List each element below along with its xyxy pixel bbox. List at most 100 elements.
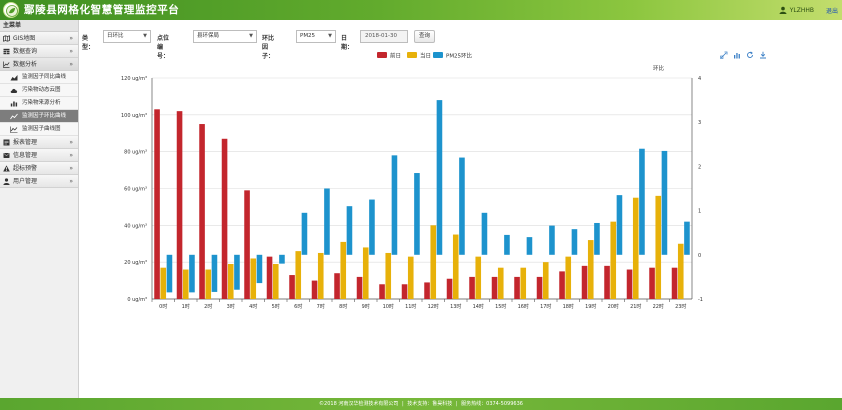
sidebar-item-overlimit-warning[interactable]: 超标预警 » xyxy=(0,162,78,175)
bar-today xyxy=(677,243,684,299)
sidebar-item-gis-map[interactable]: GIS地图 » xyxy=(0,32,78,45)
x-tick-label: 1时 xyxy=(182,303,190,310)
chevron-right-icon: » xyxy=(69,48,73,55)
bar-ratio xyxy=(549,225,555,255)
factor-select[interactable]: PM25 ▼ xyxy=(296,30,336,43)
left-tick-label: 20 ug/m³ xyxy=(124,260,147,266)
subitem-factor-ratio-curve[interactable]: 监测因子环比曲线 xyxy=(0,110,78,123)
bar-ratio xyxy=(481,212,488,255)
legend-label-today: 当日 xyxy=(420,52,431,60)
user-icon xyxy=(3,178,10,185)
bar-today xyxy=(362,247,369,299)
bar-ratio xyxy=(279,254,285,264)
bar-today xyxy=(452,234,459,299)
bar-prev-day xyxy=(446,278,453,299)
legend-swatch-today[interactable] xyxy=(407,52,417,58)
sidebar: 主菜单 GIS地图 » 数据查询 » 数据分析 » 监测因子同比曲线 xyxy=(0,20,79,398)
x-tick-label: 13时 xyxy=(450,303,461,310)
station-select-value: 县环保局 xyxy=(197,33,220,39)
date-input[interactable]: 2018-01-30 xyxy=(360,30,408,43)
bar-ratio xyxy=(301,212,308,255)
sidebar-item-info-management[interactable]: 信息管理 » xyxy=(0,149,78,162)
bar-ratio xyxy=(324,188,330,255)
station-select[interactable]: 县环保局 ▼ xyxy=(193,30,257,43)
type-select[interactable]: 日环比 ▼ xyxy=(103,30,151,43)
bar-prev-day xyxy=(334,273,340,299)
subitem-factor-curve[interactable]: 监测因子曲线图 xyxy=(0,123,78,136)
bar-today xyxy=(497,267,504,299)
warning-icon xyxy=(3,165,10,172)
footer-copyright: ©2018 河南汉华检测技术有限公司 xyxy=(319,401,399,407)
bar-ratio xyxy=(369,199,375,255)
subitem-pollutant-cloud[interactable]: 污染物动态云图 xyxy=(0,84,78,97)
bar-prev-day xyxy=(356,276,363,299)
right-axis-label: 环比 xyxy=(653,64,665,72)
subitem-label: 监测因子环比曲线 xyxy=(22,113,67,119)
x-tick-label: 4时 xyxy=(249,303,257,310)
bar-ratio xyxy=(594,222,600,255)
header-bar: 鄢陵县网格化智慧管理监控平台 YLZHHB 退出 xyxy=(0,0,842,20)
bar-today xyxy=(250,258,257,299)
data-view-icon[interactable] xyxy=(720,51,728,59)
chart-toolbox xyxy=(720,51,772,60)
bar-prev-day xyxy=(176,111,183,300)
x-axis-ticks: 0时 1时 2时 3时 4时 5时 6时 7时 8时 9时 10时 11时 12时 13时 14时 15时 16… xyxy=(151,299,686,310)
bar-ratio xyxy=(211,254,218,292)
bar-ratio xyxy=(391,155,398,255)
x-tick-label: 5时 xyxy=(272,303,280,310)
bar-today xyxy=(182,269,189,299)
x-tick-label: 3时 xyxy=(227,303,235,310)
footer-separator: | xyxy=(401,401,404,407)
bar-prev-day xyxy=(559,271,565,299)
refresh-icon[interactable] xyxy=(746,51,754,59)
x-tick-label: 7时 xyxy=(317,303,325,310)
sidebar-item-label: 信息管理 xyxy=(13,152,38,159)
right-tick-label: 3 xyxy=(698,120,701,126)
chevron-down-icon: ▼ xyxy=(143,33,147,39)
logout-link[interactable]: 退出 xyxy=(825,7,838,15)
left-tick-label: 80 ug/m³ xyxy=(124,150,147,156)
bar-ratio xyxy=(436,100,443,255)
query-button[interactable]: 查询 xyxy=(414,30,435,43)
bar-ratio xyxy=(661,150,668,255)
footer-hotline: 服务热线：0374-5099636 xyxy=(461,401,523,407)
bar-ratio xyxy=(616,195,623,255)
chevron-right-icon: » xyxy=(69,35,73,42)
sidebar-item-data-query[interactable]: 数据查询 » xyxy=(0,45,78,58)
x-tick-label: 10时 xyxy=(383,303,394,310)
x-tick-label: 9时 xyxy=(362,303,370,310)
right-tick-label: 0 xyxy=(698,253,701,259)
x-tick-label: 11时 xyxy=(405,303,416,310)
sidebar-item-user-management[interactable]: 用户管理 » xyxy=(0,175,78,188)
legend-label-prev-day: 前日 xyxy=(390,52,401,60)
bar-prev-day xyxy=(514,276,520,299)
bar-switch-icon[interactable] xyxy=(733,51,741,59)
bar-today xyxy=(340,241,347,299)
user-area: YLZHHB 退出 xyxy=(779,5,838,15)
left-axis-ticks: 0 ug/m³ 20 ug/m³ 40 ug/m³ 60 ug/m³ 80 ug/m³ 1… xyxy=(121,76,147,303)
x-tick-label: 22时 xyxy=(653,303,664,310)
sidebar-item-label: GIS地图 xyxy=(13,35,36,42)
bar-today xyxy=(227,264,234,299)
download-icon[interactable] xyxy=(759,51,767,59)
x-tick-label: 16时 xyxy=(518,303,529,310)
right-axis-ticks: -1 0 1 2 3 4 xyxy=(698,76,703,303)
chart-curve-icon xyxy=(10,126,18,133)
sidebar-item-label: 超标预警 xyxy=(13,165,38,172)
legend-swatch-ratio[interactable] xyxy=(433,52,443,58)
legend-swatch-prev-day[interactable] xyxy=(377,52,387,58)
type-select-value: 日环比 xyxy=(107,33,124,39)
subitem-pollutant-source[interactable]: 污染物来源分析 xyxy=(0,97,78,110)
left-tick-label: 40 ug/m³ xyxy=(124,223,147,229)
line-chart-icon xyxy=(10,113,18,120)
x-tick-label: 21时 xyxy=(630,303,641,310)
bar-prev-day xyxy=(221,138,228,299)
right-tick-label: 1 xyxy=(698,209,701,215)
sidebar-item-data-analysis[interactable]: 数据分析 » xyxy=(0,58,78,71)
subitem-factor-yoy-curve[interactable]: 监测因子同比曲线 xyxy=(0,71,78,84)
right-tick-label: 2 xyxy=(698,164,701,170)
type-label: 类型： xyxy=(82,35,95,51)
chevron-right-icon: » xyxy=(69,165,73,172)
sidebar-item-report-management[interactable]: 报表管理 » xyxy=(0,136,78,149)
bar-prev-day xyxy=(581,265,588,299)
